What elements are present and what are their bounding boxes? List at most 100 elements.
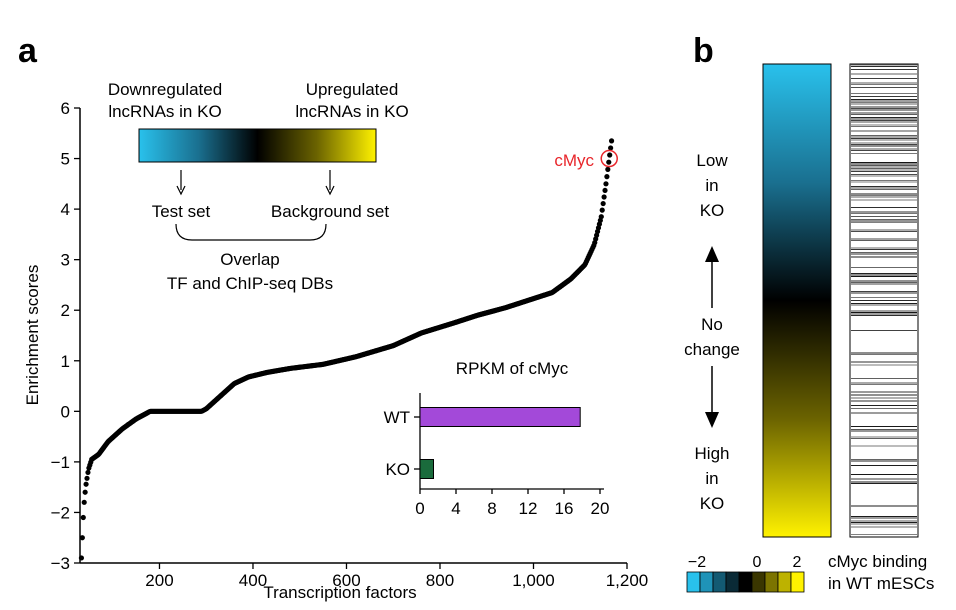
inset-title: RPKM of cMyc: [456, 359, 569, 378]
color-scale-cell: [777, 571, 792, 593]
inset-x-tick-label: 8: [487, 499, 496, 518]
color-scale-cell: [712, 571, 727, 593]
low-label-line1: Low: [696, 151, 728, 170]
inset-x-tick-label: 0: [415, 499, 424, 518]
inset-bar-wt: [419, 407, 581, 427]
up-arrowhead: [705, 246, 719, 262]
y-tick-label: −3: [51, 554, 70, 573]
down-arrowhead: [705, 412, 719, 428]
inset-x-tick-label: 20: [591, 499, 610, 518]
color-scale: [686, 571, 805, 593]
data-point: [85, 469, 91, 476]
data-point: [599, 207, 605, 213]
data-point: [608, 145, 614, 151]
upregulated-label-line2: lncRNAs in KO: [295, 102, 408, 121]
color-scale-cell: [738, 571, 753, 593]
schematic: Downregulated lncRNAs in KO Upregulated …: [108, 80, 409, 293]
x-tick-label: 1,200: [606, 571, 649, 590]
inset-x-tick-label: 12: [519, 499, 538, 518]
cmyc-annotation: cMyc: [554, 151, 594, 170]
no-change-label-line1: No: [701, 315, 723, 334]
panel-a-label: a: [18, 32, 38, 70]
expression-gradient-bar: [138, 128, 377, 163]
inset-x-tick-label: 16: [555, 499, 574, 518]
no-change-label-line2: change: [684, 340, 740, 359]
scatter-points: [78, 138, 615, 561]
data-point: [608, 138, 615, 144]
color-scale-ticks: −2 0 2: [688, 554, 802, 571]
background-set-label: Background set: [271, 202, 389, 221]
high-label-line1: High: [695, 444, 730, 463]
inset-bar-chart: RPKM of cMyc WT KO 0 4 8 12 16 20: [384, 359, 610, 518]
overlap-label: Overlap: [220, 250, 280, 269]
data-point: [598, 214, 604, 220]
x-tick-label: 200: [145, 571, 173, 590]
color-scale-cell: [790, 571, 805, 593]
inset-x-tick-label: 4: [451, 499, 460, 518]
low-label-line3: KO: [700, 201, 725, 220]
y-tick-label: 2: [61, 301, 70, 320]
y-tick-label: 4: [61, 200, 70, 219]
color-scale-cell: [686, 571, 701, 593]
data-point: [79, 535, 85, 541]
high-label-line2: in: [705, 469, 718, 488]
data-point: [607, 152, 613, 158]
x-tick-label: 800: [426, 571, 454, 590]
color-scale-cell: [751, 571, 766, 593]
y-tick-label: −2: [51, 503, 70, 522]
heatmap-gradient-bar: [762, 63, 832, 538]
data-point: [80, 514, 86, 521]
data-point: [82, 489, 88, 495]
y-tick-label: 5: [61, 150, 70, 169]
background-set-arrowhead: [325, 185, 335, 196]
color-scale-tick: 2: [793, 554, 802, 571]
downregulated-label-line1: Downregulated: [108, 80, 222, 99]
y-ticks: −3 −2 −1 0 1 2 3 4 5 6: [51, 99, 80, 573]
data-point: [603, 181, 609, 187]
data-point: [600, 200, 606, 207]
data-point: [601, 194, 607, 200]
overlap-bracket: [175, 223, 327, 241]
test-set-label: Test set: [152, 202, 211, 221]
cmyc-highlight-circle: [600, 149, 618, 168]
x-ticks: 200 400 600 800 1,000 1,200: [145, 563, 648, 590]
y-axis-title: Enrichment scores: [23, 265, 42, 406]
data-point: [83, 481, 89, 487]
low-label-line2: in: [705, 176, 718, 195]
test-set-arrowhead: [176, 185, 186, 196]
panel-b-label: b: [693, 32, 714, 70]
x-tick-label: 400: [239, 571, 267, 590]
y-tick-label: −1: [51, 453, 70, 472]
y-tick-label: 6: [61, 99, 70, 118]
color-scale-cell: [764, 571, 779, 593]
data-point: [602, 187, 608, 194]
inset-x-ticks: 0 4 8 12 16 20: [415, 489, 609, 518]
x-tick-label: 1,000: [512, 571, 555, 590]
color-scale-tick: −2: [688, 554, 706, 571]
databases-label: TF and ChIP-seq DBs: [167, 274, 333, 293]
y-tick-label: 3: [61, 251, 70, 270]
binding-stripes: [851, 64, 917, 535]
y-tick-label: 0: [61, 402, 70, 421]
upregulated-label-line1: Upregulated: [306, 80, 399, 99]
data-point: [606, 159, 612, 165]
high-label-line3: KO: [700, 494, 725, 513]
data-point: [78, 555, 85, 561]
y-tick-label: 1: [61, 352, 70, 371]
color-scale-cell: [725, 571, 740, 593]
binding-legend-line2: in WT mESCs: [828, 574, 934, 593]
color-scale-tick: 0: [753, 554, 762, 571]
data-point: [605, 166, 611, 172]
downregulated-label-line2: lncRNAs in KO: [108, 102, 221, 121]
inset-bar-ko: [419, 459, 434, 479]
color-scale-cell: [699, 571, 714, 593]
data-point: [84, 475, 90, 481]
inset-category-label: WT: [384, 408, 410, 427]
inset-category-label: KO: [385, 460, 410, 479]
inset-bars: WT KO: [384, 407, 581, 479]
x-axis-title: Transcription factors: [263, 583, 416, 602]
data-point: [604, 174, 610, 180]
x-tick-label: 600: [332, 571, 360, 590]
